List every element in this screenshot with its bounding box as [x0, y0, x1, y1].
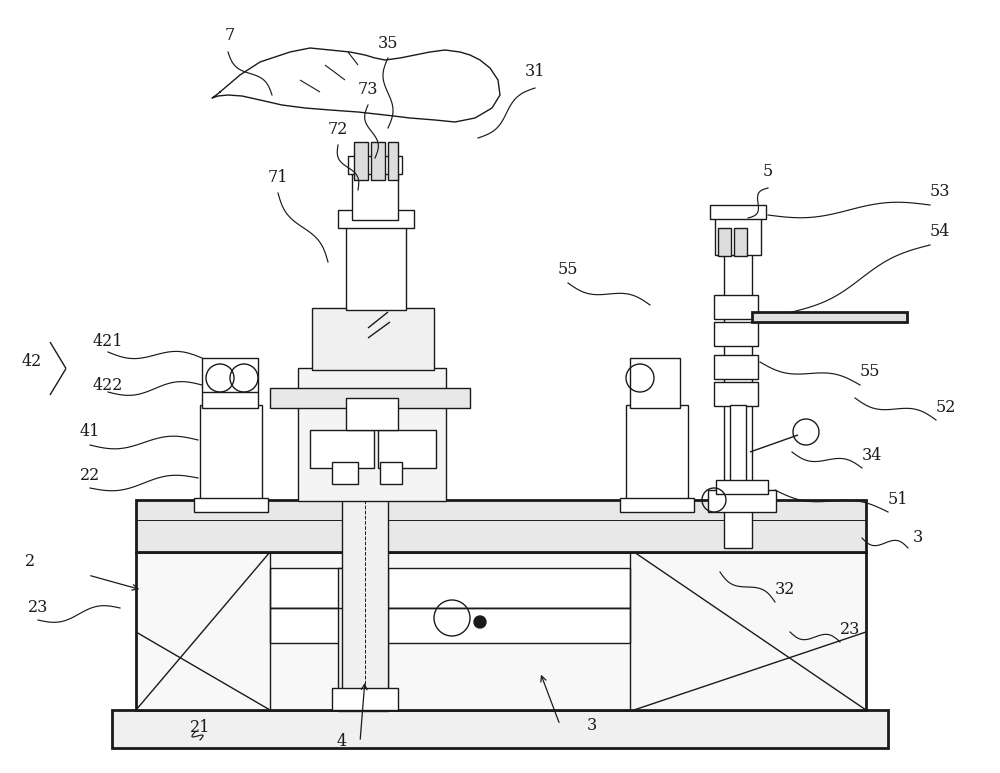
Bar [332, 688, 398, 710]
Text: 35: 35 [378, 36, 398, 53]
Bar [714, 382, 758, 406]
Text: 22: 22 [80, 466, 100, 483]
Text: 2: 2 [25, 553, 35, 570]
Bar [352, 168, 398, 220]
Bar [332, 462, 358, 484]
Text: 54: 54 [930, 223, 950, 240]
Text: 5: 5 [763, 164, 773, 181]
Bar [346, 398, 398, 430]
Bar [714, 295, 758, 319]
Text: 73: 73 [358, 81, 378, 98]
Bar [620, 498, 694, 512]
Bar [112, 710, 888, 748]
Bar [338, 210, 414, 228]
Bar [380, 462, 402, 484]
Text: 421: 421 [93, 333, 123, 350]
Text: 3: 3 [913, 530, 923, 547]
Bar [730, 405, 746, 495]
Bar [194, 498, 268, 512]
Bar [136, 500, 866, 552]
Text: 42: 42 [22, 353, 42, 370]
Circle shape [474, 616, 486, 628]
Text: 55: 55 [558, 261, 578, 278]
Bar [714, 322, 758, 346]
Bar [346, 218, 406, 310]
Text: 72: 72 [328, 121, 348, 138]
Text: 53: 53 [930, 183, 950, 200]
Bar [200, 405, 262, 503]
Bar [312, 308, 434, 370]
Bar [734, 228, 747, 256]
Bar [298, 368, 446, 501]
Text: 34: 34 [862, 447, 882, 464]
Text: 21: 21 [190, 720, 210, 737]
Text: 52: 52 [936, 400, 956, 417]
Bar [136, 552, 866, 710]
Bar [630, 358, 680, 408]
Bar [348, 156, 402, 174]
Bar [371, 142, 385, 180]
Text: 31: 31 [525, 63, 545, 80]
Bar [310, 430, 374, 468]
Bar [270, 568, 630, 608]
Text: 55: 55 [860, 363, 880, 380]
Text: 4: 4 [337, 734, 347, 751]
Bar [378, 430, 436, 468]
Text: 3: 3 [587, 717, 597, 734]
Bar [626, 405, 688, 503]
Bar [718, 228, 731, 256]
Bar [752, 312, 907, 322]
Text: 41: 41 [80, 424, 100, 441]
Bar [338, 568, 388, 711]
Bar [708, 490, 776, 512]
Bar [710, 205, 766, 219]
Bar [270, 608, 630, 643]
Text: 7: 7 [225, 26, 235, 43]
Bar [354, 142, 368, 180]
Text: 422: 422 [93, 376, 123, 393]
Bar [270, 388, 470, 408]
Text: 23: 23 [28, 600, 48, 617]
Bar [716, 480, 768, 494]
Bar [202, 358, 258, 408]
Bar [342, 500, 388, 710]
Bar [388, 142, 398, 180]
Bar [715, 210, 761, 255]
Text: 23: 23 [840, 621, 860, 638]
Text: 71: 71 [268, 169, 288, 186]
Text: 32: 32 [775, 581, 795, 598]
Text: 51: 51 [888, 492, 908, 509]
Bar [724, 250, 752, 548]
Bar [714, 355, 758, 379]
